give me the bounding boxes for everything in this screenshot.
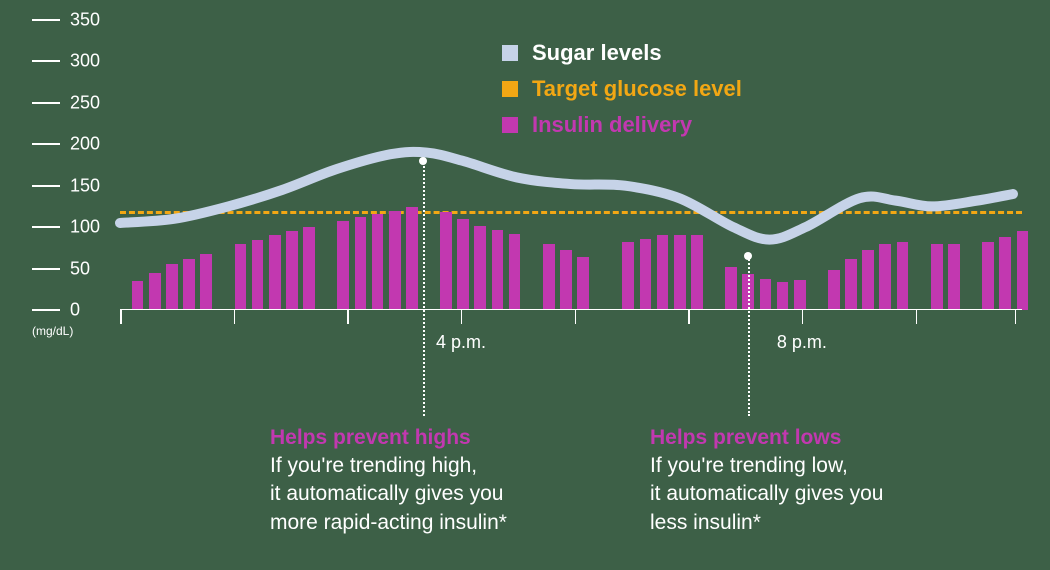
- legend-label: Target glucose level: [532, 76, 742, 102]
- y-tick-label: 100: [70, 217, 100, 238]
- legend-swatch: [502, 81, 518, 97]
- x-tick: [916, 310, 918, 324]
- legend-row: Insulin delivery: [502, 112, 742, 138]
- x-tick: [575, 310, 577, 324]
- legend-swatch: [502, 117, 518, 133]
- x-tick: [802, 310, 804, 324]
- y-tick-line: [32, 60, 60, 62]
- y-tick-label: 50: [70, 258, 90, 279]
- callout: Helps prevent lowsIf you're trending low…: [650, 426, 960, 537]
- glucose-insulin-chart: 050100150200250300350 (mg/dL) 4 p.m.8 p.…: [32, 20, 1032, 550]
- y-tick-line: [32, 185, 60, 187]
- x-tick: [461, 310, 463, 324]
- x-tick: [347, 310, 349, 324]
- legend-row: Target glucose level: [502, 76, 742, 102]
- y-tick-label: 300: [70, 51, 100, 72]
- y-tick-line: [32, 102, 60, 104]
- x-tick: [1015, 310, 1017, 324]
- legend-label: Sugar levels: [532, 40, 662, 66]
- callout-pointer-dot: [744, 252, 752, 260]
- y-tick-line: [32, 143, 60, 145]
- y-tick-label: 0: [70, 300, 80, 321]
- y-tick-line: [32, 309, 60, 311]
- callout-body: If you're trending low,it automatically …: [650, 452, 960, 537]
- legend-swatch: [502, 45, 518, 61]
- callout-pointer-dot: [419, 157, 427, 165]
- legend: Sugar levels Target glucose level Insulin …: [502, 40, 742, 148]
- callout-pointer-line: [748, 256, 750, 416]
- y-tick-line: [32, 268, 60, 270]
- x-tick: [234, 310, 236, 324]
- callout-title: Helps prevent lows: [650, 426, 960, 450]
- callout: Helps prevent highsIf you're trending hi…: [270, 426, 580, 537]
- legend-label: Insulin delivery: [532, 112, 692, 138]
- legend-row: Sugar levels: [502, 40, 742, 66]
- x-tick: [688, 310, 690, 324]
- x-axis-label: 4 p.m.: [436, 332, 486, 353]
- y-tick-line: [32, 226, 60, 228]
- callout-body: If you're trending high,it automatically…: [270, 452, 580, 537]
- x-tick: [120, 310, 122, 324]
- callout-title: Helps prevent highs: [270, 426, 580, 450]
- y-tick-label: 350: [70, 10, 100, 31]
- y-tick-line: [32, 19, 60, 21]
- callout-pointer-line: [423, 161, 425, 416]
- y-tick-label: 150: [70, 175, 100, 196]
- y-axis-unit: (mg/dL): [32, 324, 73, 338]
- y-tick-label: 250: [70, 92, 100, 113]
- y-tick-label: 200: [70, 134, 100, 155]
- x-axis-baseline: [120, 309, 1022, 311]
- x-axis-label: 8 p.m.: [777, 332, 827, 353]
